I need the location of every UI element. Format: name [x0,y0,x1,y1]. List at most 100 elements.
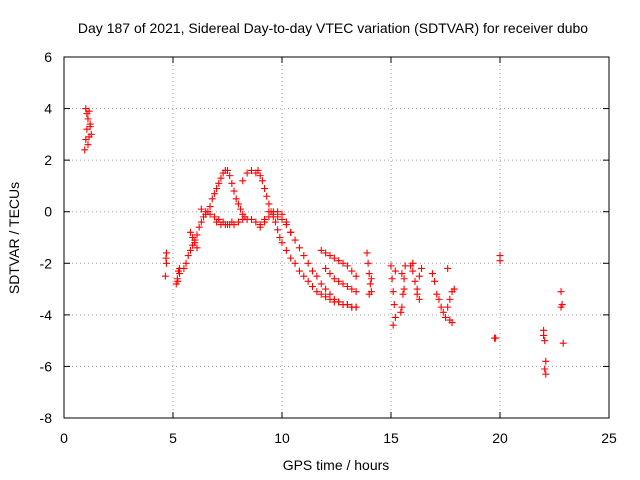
x-tick-labels: 0 5 10 15 20 25 [60,430,617,446]
data-point [326,252,334,260]
data-point [313,288,321,296]
data-point [278,239,286,247]
data-point [450,285,458,293]
data-point [213,218,221,226]
data-point [335,257,343,265]
data-point [418,264,426,272]
data-point [444,264,452,272]
data-point [85,133,93,141]
data-point [193,244,201,252]
data-point [348,285,356,293]
data-point [282,246,290,254]
data-point [295,244,303,252]
data-point [206,210,214,218]
data-point [82,105,90,113]
data-point [411,277,419,285]
data-point [400,275,408,283]
data-point [265,200,273,208]
data-point [191,239,199,247]
data-point [317,246,325,254]
data-point [239,177,247,185]
data-point [409,267,417,275]
data-point [81,146,89,154]
data-point [213,185,221,193]
data-point [247,215,255,223]
data-point [398,270,406,278]
data-point [400,285,408,293]
data-point [496,252,504,260]
data-point [228,179,236,187]
data-point [237,205,245,213]
data-point [442,313,449,321]
axis-ticks [63,56,610,419]
data-point [388,275,396,283]
data-point [269,210,277,218]
data-point [444,303,452,311]
data-point [322,293,330,301]
data-point [540,331,548,339]
data-point [437,303,445,311]
data-point [243,169,251,177]
x-axis-label: GPS time / hours [283,457,390,473]
data-point [330,254,338,262]
data-point [84,141,92,149]
data-point [217,174,225,182]
data-point [208,195,216,203]
data-point [343,282,351,290]
data-point [210,190,218,198]
x-tick-label: 25 [601,430,617,446]
data-point [541,365,549,373]
data-point [309,282,317,290]
data-point [184,252,192,260]
data-point [409,259,417,267]
data-point [352,303,360,311]
data-point [254,166,262,174]
data-point [282,221,290,229]
data-point [343,262,351,270]
data-point [186,228,194,236]
data-point [446,295,454,303]
data-point [247,166,255,174]
data-point [197,205,205,213]
data-point [339,259,347,267]
data-point [391,313,399,321]
data-point [435,295,443,303]
data-point [215,179,223,187]
data-point [291,236,299,244]
data-point [261,215,269,223]
data-point [348,267,356,275]
y-tick-label: 4 [44,101,52,117]
data-point [389,288,397,296]
data-point [431,277,439,285]
data-point [559,339,567,347]
data-point [390,301,398,309]
data-point [387,262,395,270]
data-point [287,254,295,262]
data-point [195,223,203,231]
y-tick-label: -8 [40,410,53,426]
y-axis-label: SDTVAR / TECUs [6,182,22,294]
data-point [232,195,240,203]
x-tick-label: 20 [492,430,508,446]
data-point [230,221,238,229]
data-point [352,288,360,296]
data-point [300,272,308,280]
data-point [428,270,436,278]
data-point [276,234,284,241]
x-tick-label: 5 [169,430,177,446]
data-point [291,259,299,267]
data-point [317,290,325,298]
data-point [391,267,399,275]
data-point [256,172,264,180]
data-point [413,290,421,298]
grid-lines [64,57,609,418]
data-point [313,272,321,280]
data-point [186,246,194,254]
data-point [317,280,325,288]
data-point [162,249,170,257]
y-tick-labels: -8 -6 -4 -2 0 2 4 6 [40,49,53,426]
data-point [278,215,286,223]
data-point [300,252,308,260]
data-point [161,272,169,280]
data-point [397,308,405,316]
